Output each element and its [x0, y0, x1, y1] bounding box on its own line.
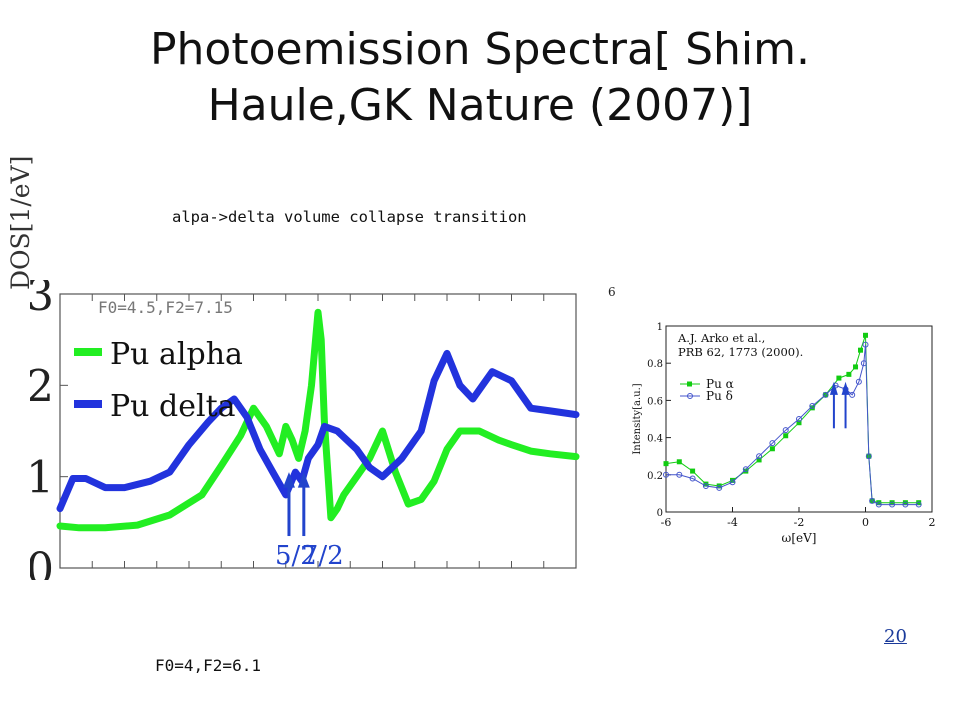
exp-point-delta	[860, 360, 867, 367]
exp-x-tick-label: -2	[794, 516, 805, 529]
dos-series-line-alpha	[56, 308, 580, 532]
exp-point-delta	[865, 453, 872, 460]
exp-x-tick-label: -4	[727, 516, 738, 529]
exp-point-alpha	[769, 446, 775, 452]
exp-point-delta	[869, 497, 876, 504]
exp-x-tick-label: -6	[661, 516, 672, 529]
exp-point-delta	[716, 484, 723, 491]
exp-point-alpha	[889, 500, 895, 506]
exp-point-alpha	[876, 500, 882, 506]
dos-y-tick-label: 2	[30, 361, 54, 412]
exp-stray-label: 6	[608, 285, 616, 299]
slide-title: Photoemission Spectra[ Shim. Haule,GK Na…	[40, 22, 920, 134]
exp-point-alpha	[690, 468, 696, 474]
slide-title-line1: Photoemission Spectra[ Shim.	[150, 24, 810, 75]
exp-point-delta	[729, 479, 736, 486]
exp-point-alpha	[730, 477, 735, 483]
exp-point-alpha	[796, 420, 802, 426]
exp-point-alpha	[863, 332, 868, 338]
exp-point-alpha	[663, 461, 669, 467]
exp-point-alpha	[756, 457, 762, 463]
exp-point-alpha	[783, 433, 789, 439]
exp-x-tick-label: 0	[862, 516, 869, 529]
exp-citation-line2: PRB 62, 1773 (2000).	[678, 345, 803, 359]
exp-point-delta	[756, 453, 763, 460]
dos-y-tick-label: 0	[30, 544, 54, 580]
exp-point-delta	[782, 427, 789, 434]
exp-point-delta	[796, 416, 802, 422]
exp-point-alpha	[853, 364, 859, 370]
exp-point-alpha	[916, 500, 922, 506]
exp-arrow-head	[841, 381, 850, 395]
experiment-chart: -6 -4 -2 0 2 0 0.2 0.4 0.6 0.8 1 ω[eV] Intensity[a.u…	[608, 285, 936, 545]
dos-chart: 0 1 2 3 Pu alpha Pu delta 5/27/2	[30, 280, 580, 580]
exp-point-delta	[702, 482, 709, 489]
exp-point-alpha	[676, 459, 682, 465]
dos-arrow-head	[282, 472, 295, 488]
exp-point-delta	[689, 475, 696, 482]
dos-y-tick-label: 3	[30, 280, 54, 321]
exp-series-line-alpha	[665, 335, 919, 504]
exp-point-alpha	[743, 468, 749, 474]
exp-legend-marker	[687, 381, 692, 387]
dos-y-axis-label: DOS[1/eV]	[6, 155, 35, 291]
exp-point-delta	[915, 501, 922, 508]
exp-y-tick-label: 0.8	[647, 359, 663, 370]
exp-point-delta	[889, 501, 896, 508]
exp-point-delta	[862, 341, 869, 348]
exp-arrow-head	[829, 381, 838, 395]
exp-point-delta	[902, 501, 909, 508]
exp-y-tick-label: 0.4	[647, 434, 663, 445]
exp-citation-line1: A.J. Arko et al.,	[677, 331, 765, 345]
exp-point-delta	[663, 471, 669, 478]
exp-point-delta	[822, 391, 829, 398]
exp-point-delta	[849, 391, 856, 398]
exp-point-delta	[769, 440, 776, 447]
exp-point-alpha	[858, 347, 864, 353]
exp-point-delta	[676, 471, 683, 478]
exp-y-tick-label: 0.2	[647, 471, 663, 482]
dos-series-line-delta	[56, 349, 580, 513]
slide-title-line2: Haule,GK Nature (2007)]	[207, 80, 753, 131]
parameter-note-top: F0=4.5,F2=7.15	[98, 298, 233, 317]
parameter-note-bottom: F0=4,F2=6.1	[155, 656, 261, 675]
exp-point-alpha	[716, 483, 722, 489]
exp-legend-label: Pu α	[706, 377, 734, 391]
exp-point-delta	[855, 378, 862, 385]
dos-y-tick-label: 1	[30, 453, 54, 504]
dos-arrow-head	[297, 472, 310, 488]
exp-point-alpha	[836, 375, 842, 381]
exp-y-tick-label: 0.6	[647, 396, 663, 407]
exp-point-delta	[809, 402, 816, 409]
exp-series-line-delta	[666, 344, 919, 506]
exp-point-delta	[875, 501, 882, 508]
dos-arrow-label: 7/2	[302, 541, 344, 571]
exp-point-alpha	[846, 371, 852, 377]
dos-arrow-label: 5/2	[275, 541, 317, 571]
exp-point-alpha	[809, 405, 815, 411]
exp-y-tick-label: 0	[657, 508, 663, 519]
slide-subtitle: alpa->delta volume collapse transition	[172, 208, 527, 226]
exp-point-alpha	[902, 500, 908, 506]
exp-x-tick-label: 2	[929, 516, 936, 529]
exp-legend-label: Pu δ	[706, 389, 733, 403]
page-number[interactable]: 20	[884, 626, 907, 647]
exp-point-delta	[742, 466, 749, 473]
exp-legend-marker	[687, 393, 693, 399]
dos-legend-label: Pu delta	[110, 389, 236, 424]
exp-y-tick-label: 1	[657, 322, 663, 333]
exp-x-axis-label: ω[eV]	[782, 531, 817, 545]
dos-legend-label: Pu alpha	[110, 337, 243, 372]
exp-y-axis-label: Intensity[a.u.]	[632, 383, 643, 454]
exp-point-alpha	[703, 481, 709, 487]
